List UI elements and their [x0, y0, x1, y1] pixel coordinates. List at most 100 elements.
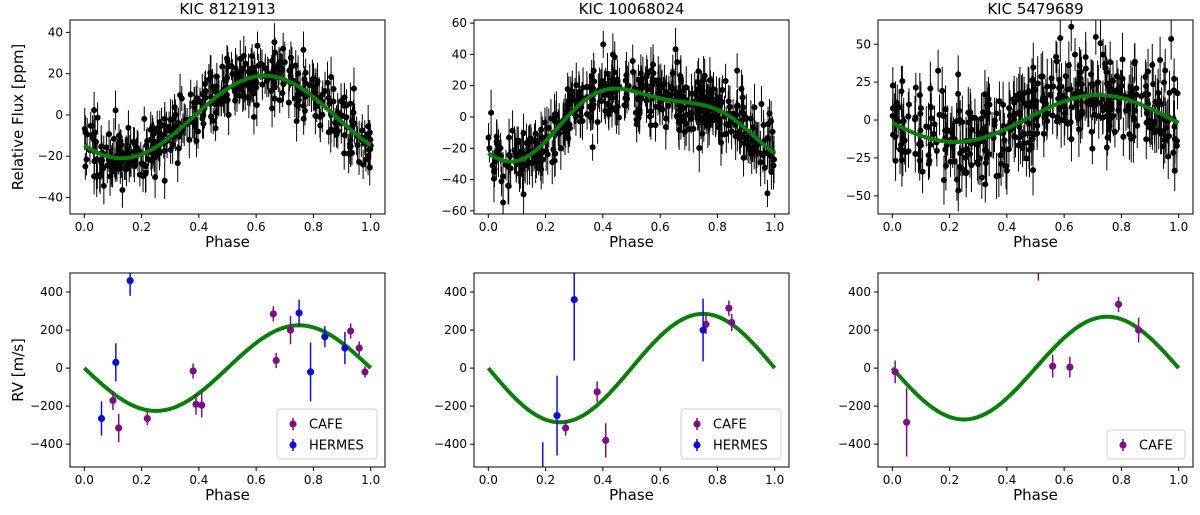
flux-point [1074, 80, 1081, 87]
flux-point [600, 41, 607, 48]
flux-point [971, 114, 978, 121]
flux-point [604, 70, 611, 77]
axes-frame [69, 272, 386, 468]
flux-point [652, 122, 659, 129]
flux-point [251, 64, 258, 71]
rv-point [570, 296, 578, 304]
flux-point [1174, 90, 1181, 97]
flux-point [912, 114, 919, 121]
flux-point [349, 119, 356, 126]
x-axis-label: Phase [205, 233, 250, 251]
flux-point [1124, 106, 1131, 113]
flux-point [694, 79, 701, 86]
x-tick-label: 0.2 [536, 220, 555, 234]
flux-point [1072, 51, 1079, 58]
y-tick-label: −400 [30, 437, 63, 451]
flux-point [953, 118, 960, 125]
flux-point [696, 145, 703, 152]
flux-point [770, 162, 777, 169]
flux-point [1062, 73, 1069, 80]
flux-point [224, 74, 231, 81]
flux-point [140, 161, 147, 168]
flux-point [108, 161, 115, 168]
y-tick-label: −20 [38, 149, 63, 163]
flux-point [498, 178, 505, 185]
x-axis-label: Phase [609, 486, 654, 504]
flux-point [209, 84, 216, 91]
flux-point [1075, 115, 1082, 122]
flux-point [1168, 35, 1175, 42]
flux-point [1150, 81, 1157, 88]
legend-label: HERMES [309, 439, 364, 454]
flux-point [1143, 83, 1150, 90]
axes-frame [877, 19, 1194, 215]
flux-point [906, 101, 913, 108]
flux-point [1171, 167, 1178, 174]
flux-point [119, 186, 126, 193]
flux-point [898, 88, 905, 95]
x-tick-label: 0.6 [651, 473, 670, 487]
flux-point [350, 109, 357, 116]
flux-point [228, 63, 235, 70]
flux-point [1161, 79, 1168, 86]
y-tick-label: 25 [856, 75, 871, 89]
flux-point [991, 121, 998, 128]
flux-point [269, 105, 276, 112]
flux-point [83, 156, 90, 163]
flux-point [121, 165, 128, 172]
x-tick-label: 0.6 [247, 473, 266, 487]
flux-point [144, 138, 151, 145]
flux-point [551, 115, 558, 122]
flux-point [982, 181, 989, 188]
legend-label: HERMES [713, 439, 768, 454]
flux-point [1023, 155, 1030, 162]
plot-area [485, 27, 778, 214]
flux-point [621, 102, 628, 109]
flux-point [695, 114, 702, 121]
legend-marker [693, 441, 701, 449]
flux-point [1088, 128, 1095, 135]
flux-point [718, 139, 725, 146]
flux-point [955, 90, 962, 97]
flux-point [212, 125, 219, 132]
flux-point [560, 125, 567, 132]
flux-point [1160, 143, 1167, 150]
flux-point [154, 125, 161, 132]
flux-point [365, 130, 372, 137]
flux-point [280, 45, 287, 52]
x-tick-label: 1.0 [765, 220, 784, 234]
plot-area [890, 273, 1181, 457]
flux-point [1171, 123, 1178, 130]
flux-point [1115, 88, 1122, 95]
flux-point [245, 68, 252, 75]
flux-point [312, 83, 319, 90]
flux-point [1095, 113, 1102, 120]
flux-point [1103, 69, 1110, 76]
flux-point [365, 146, 372, 153]
legend-label: CAFE [1139, 439, 1173, 454]
flux-point [500, 199, 507, 206]
y-tick-label: 50 [856, 37, 871, 51]
flux-point [669, 70, 676, 77]
flux-point [116, 145, 123, 152]
legend-box [680, 408, 782, 460]
flux-point [161, 147, 168, 154]
flux-point [764, 134, 771, 141]
rv-point [728, 318, 736, 327]
flux-point [1146, 117, 1153, 124]
flux-point [1154, 101, 1161, 108]
flux-point [512, 150, 519, 157]
x-tick-label: 1.0 [361, 220, 380, 234]
panel-4: 0.0 0.2 0.4 0.6 0.8 1.0 −400 −200 0 200 400 Phase RV… [9, 272, 386, 504]
flux-point [1082, 65, 1089, 72]
flux-point [1097, 40, 1104, 47]
flux-point [614, 77, 621, 84]
model-curve [487, 86, 776, 164]
flux-point [174, 160, 181, 167]
x-tick-label: 1.0 [1169, 220, 1188, 234]
x-tick-label: 0.2 [132, 473, 151, 487]
flux-point [104, 162, 111, 169]
x-tick-label: 0.0 [75, 220, 94, 234]
y-tick-label: −20 [442, 141, 467, 155]
plot-area [82, 273, 373, 443]
